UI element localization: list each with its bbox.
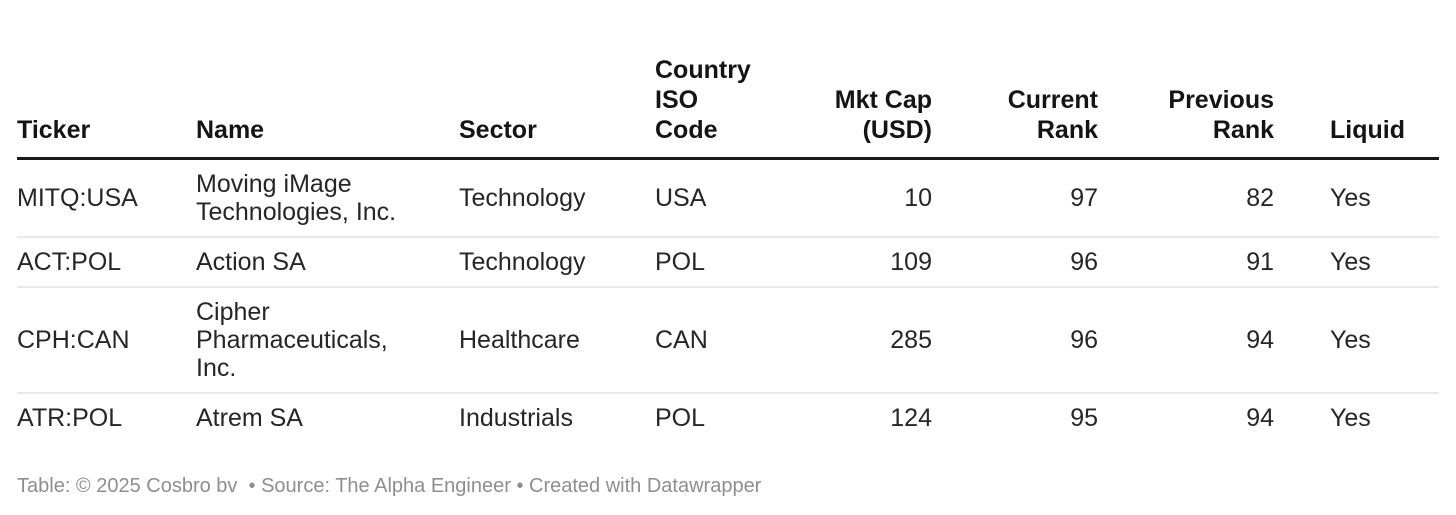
cell-ticker: CPH:CAN <box>17 287 196 394</box>
cell-liquid: Yes <box>1330 404 1371 432</box>
column-header-country-iso-code: Country ISO Code <box>655 35 775 160</box>
column-header-mkt-cap-usd: Mkt Cap (USD) <box>775 35 932 160</box>
cell-liquid: Yes <box>1274 158 1439 238</box>
table-row: CPH:CAN Cipher Pharmaceuticals, Inc. Healt… <box>17 287 1439 394</box>
cell-sector: Industrials <box>459 404 573 432</box>
cell-ticker: MITQ:USA <box>17 158 196 238</box>
table-body: MITQ:USA Moving iMage Technologies, Inc. T… <box>17 158 1439 443</box>
column-header-current-rank: Current Rank <box>932 35 1098 160</box>
cell-name: Atrem SA <box>196 404 303 432</box>
cell-name: Cipher Pharmaceuticals, Inc. <box>196 287 459 394</box>
column-header-previous-rank: Previous Rank <box>1098 35 1274 160</box>
cell-ticker: ACT:POL <box>17 237 196 288</box>
cell-previous-rank: 94 <box>1246 404 1274 432</box>
cell-previous-rank: 91 <box>1098 237 1274 288</box>
cell-mkt-cap-usd: 124 <box>890 404 932 432</box>
cell-mkt-cap-usd: 285 <box>775 287 932 394</box>
cell-sector: Technology <box>459 237 655 288</box>
cell-name: Action SA <box>196 237 459 288</box>
table-chart: Ticker Name Sector Country ISO Code Mkt Cap … <box>17 35 1439 497</box>
column-header-ticker: Ticker <box>17 35 196 160</box>
table-row: ACT:POL Action SA Technology POL 109 96 91 Yes <box>17 237 1439 288</box>
cell-country-iso-code: CAN <box>655 287 775 394</box>
cell-country-iso-code: POL <box>655 404 706 432</box>
cell-country-iso-code: POL <box>655 237 775 288</box>
attribution-footer: Table: © 2025 Cosbro bv • Source: The Al… <box>17 475 762 497</box>
header-row: Ticker Name Sector Country ISO Code Mkt Cap … <box>17 35 1439 160</box>
cell-ticker: ATR:POL <box>17 404 123 432</box>
table-header: Ticker Name Sector Country ISO Code Mkt Cap … <box>17 35 1439 160</box>
cell-current-rank: 95 <box>1070 404 1098 432</box>
table-row: ATR:POL Atrem SA Industrials POL 124 95 94 Yes <box>17 393 1439 442</box>
cell-sector: Healthcare <box>459 287 655 394</box>
cell-liquid: Yes <box>1274 237 1439 288</box>
column-header-name: Name <box>196 35 459 160</box>
cell-previous-rank: 82 <box>1098 158 1274 238</box>
column-header-sector: Sector <box>459 35 655 160</box>
cell-sector: Technology <box>459 158 655 238</box>
cell-current-rank: 96 <box>932 287 1098 394</box>
table-row: MITQ:USA Moving iMage Technologies, Inc. T… <box>17 158 1439 238</box>
cell-current-rank: 97 <box>932 158 1098 238</box>
cell-name: Moving iMage Technologies, Inc. <box>196 158 459 238</box>
cell-current-rank: 96 <box>932 237 1098 288</box>
cell-liquid: Yes <box>1274 287 1439 394</box>
cell-country-iso-code: USA <box>655 158 775 238</box>
cell-previous-rank: 94 <box>1098 287 1274 394</box>
cell-mkt-cap-usd: 109 <box>775 237 932 288</box>
column-header-liquid: Liquid <box>1274 35 1439 160</box>
data-table: Ticker Name Sector Country ISO Code Mkt Cap … <box>17 35 1439 442</box>
cell-mkt-cap-usd: 10 <box>775 158 932 238</box>
